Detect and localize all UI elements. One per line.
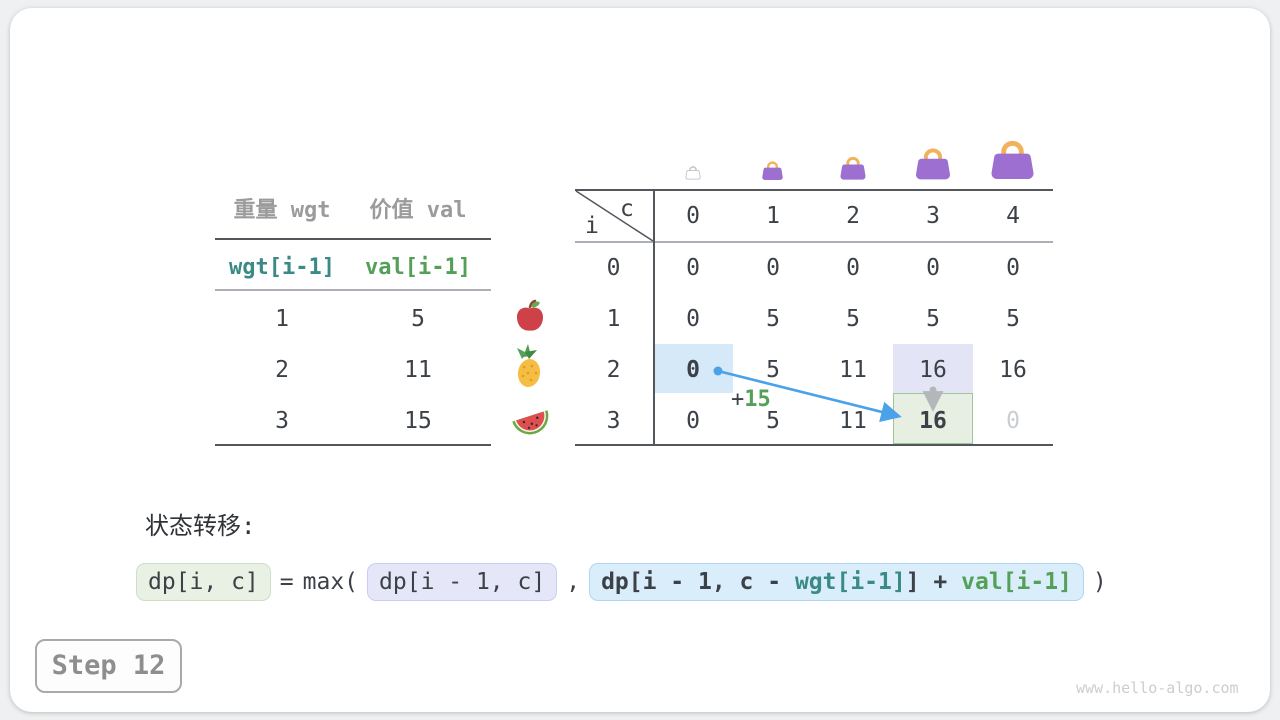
formula-max-open: max( — [302, 569, 359, 595]
watermelon-icon — [512, 410, 549, 435]
item-1-value: 5 — [411, 306, 425, 332]
formula-option-take: dp[i - 1, c - wgt[i-1]] + val[i-1] — [589, 563, 1084, 601]
transition-formula: dp[i, c] = max( dp[i - 1, c] , dp[i - 1,… — [136, 560, 1107, 604]
formula-comma: , — [566, 569, 581, 595]
items-table-var-rule — [215, 289, 491, 291]
step-badge: Step 12 — [35, 639, 182, 693]
plus-sign: + — [731, 387, 745, 412]
item-2-weight: 2 — [275, 357, 289, 383]
take-val-term: val[i-1] — [961, 569, 1072, 595]
formula-option-keep: dp[i - 1, c] — [367, 563, 558, 601]
dp-table-bottom-rule — [575, 444, 1053, 446]
dp-row-header-2: 2 — [606, 357, 621, 383]
dp-cell-3-4: 0 — [1006, 408, 1020, 434]
item-1-weight: 1 — [275, 306, 289, 332]
bag-empty-icon — [685, 166, 701, 180]
dp-cell-3-2: 11 — [839, 408, 867, 434]
formula-lhs: dp[i, c] — [136, 563, 271, 601]
dp-cell-1-4: 5 — [1006, 306, 1020, 332]
dp-cell-0-4: 0 — [1006, 255, 1020, 281]
dp-corner-row-label: i — [585, 213, 599, 239]
items-table-bottom-rule — [215, 444, 491, 446]
dp-cell-0-3: 0 — [926, 255, 940, 281]
bag-size-1-icon — [762, 161, 783, 181]
take-plus: + — [919, 569, 962, 595]
items-table-header-rule — [215, 238, 491, 240]
dp-row-header-3: 3 — [606, 408, 621, 434]
items-col-value-header: 价值 val — [369, 198, 467, 223]
take-prefix: dp[i - 1, c - — [601, 569, 795, 595]
dp-cell-2-0: 0 — [686, 357, 700, 383]
dp-col-header-4: 4 — [1006, 203, 1020, 229]
gain-value: 15 — [744, 387, 771, 412]
apple-icon — [516, 299, 544, 331]
watermark: www.hello-algo.com — [1076, 679, 1239, 697]
dp-cell-1-3: 5 — [926, 306, 940, 332]
dp-cell-1-1: 5 — [766, 306, 780, 332]
formula-equals: = — [279, 569, 294, 595]
dp-col-header-3: 3 — [926, 203, 940, 229]
dp-cell-0-2: 0 — [846, 255, 860, 281]
formula-close-paren: ) — [1092, 569, 1107, 595]
dp-corner-col-label: c — [620, 196, 634, 222]
bag-size-4-icon — [991, 140, 1034, 180]
items-wgt-var: wgt[i-1] — [229, 255, 335, 280]
bag-size-3-icon — [915, 148, 951, 180]
dp-row-header-1: 1 — [606, 306, 621, 332]
take-wgt-term: wgt[i-1] — [794, 569, 906, 595]
dp-table-top-rule — [575, 189, 1053, 191]
dp-cell-2-3: 16 — [919, 357, 947, 383]
dp-cell-3-3: 16 — [919, 408, 947, 434]
item-2-value: 11 — [404, 357, 432, 383]
dp-table-header-rule — [575, 241, 1053, 243]
dp-cell-2-2: 11 — [839, 357, 867, 383]
dp-cell-2-4: 16 — [999, 357, 1027, 383]
item-3-value: 15 — [404, 408, 432, 434]
dp-col-header-2: 2 — [846, 203, 860, 229]
dp-cell-1-2: 5 — [846, 306, 860, 332]
bag-size-2-icon — [840, 156, 866, 180]
dp-col-header-1: 1 — [766, 203, 780, 229]
dp-cell-2-1: 5 — [766, 357, 780, 383]
items-val-var: val[i-1] — [365, 255, 471, 280]
dp-cell-3-0: 0 — [686, 408, 700, 434]
value-gain-annotation: +15 — [731, 387, 771, 412]
dp-row-header-0: 0 — [606, 255, 621, 281]
dp-cell-0-1: 0 — [766, 255, 780, 281]
transition-title: 状态转移: — [145, 512, 256, 540]
item-3-weight: 3 — [275, 408, 289, 434]
dp-col-header-0: 0 — [686, 203, 700, 229]
items-col-weight-header: 重量 wgt — [233, 198, 331, 223]
dp-table-vertical-rule — [653, 190, 655, 445]
pineapple-icon — [517, 344, 541, 387]
take-bracket: ] — [905, 569, 920, 595]
dp-cell-1-0: 0 — [686, 306, 700, 332]
dp-cell-highlight-keep — [893, 344, 973, 393]
dp-cell-0-0: 0 — [686, 255, 700, 281]
